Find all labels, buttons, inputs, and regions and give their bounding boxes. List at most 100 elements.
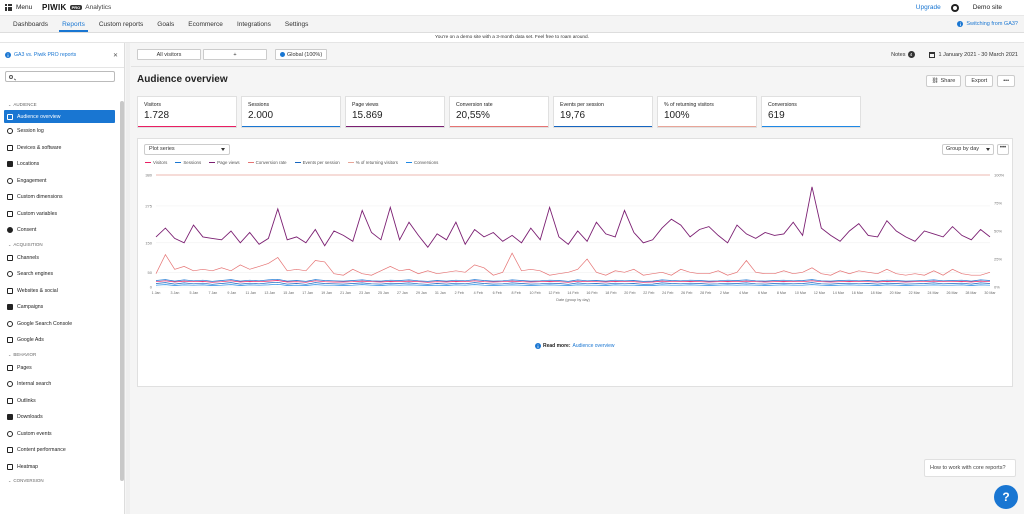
sidebar-item-label: Session log	[17, 128, 44, 135]
google-ads-icon	[7, 337, 13, 344]
series-line-page-views[interactable]	[155, 186, 991, 248]
sidebar-scrollbar[interactable]	[120, 101, 124, 481]
sidebar-item-campaigns[interactable]: Campaigns	[0, 299, 120, 316]
sidebar-item-search-engines[interactable]: Search engines	[0, 266, 120, 283]
x-tick-label: 3 Jan	[171, 291, 180, 295]
help-bubble[interactable]: How to work with core reports?	[924, 459, 1016, 477]
legend-item[interactable]: Conversion rate	[247, 160, 287, 165]
legend-item[interactable]: Page views	[209, 160, 240, 165]
metric-card--of-returning-visitors[interactable]: % of returning visitors 100%	[657, 96, 757, 128]
x-tick-label: 18 Feb	[605, 291, 616, 295]
legend-item[interactable]: Visitors	[145, 160, 167, 165]
nav-tab-goals[interactable]: Goals	[157, 20, 175, 28]
close-icon[interactable]: ✕	[112, 52, 118, 59]
legend-item[interactable]: % of returning visitors	[347, 160, 398, 165]
metric-card-page-views[interactable]: Page views 15.869	[345, 96, 445, 128]
sidebar-item-content-performance[interactable]: Content performance	[0, 442, 120, 459]
sidebar-item-internal-search[interactable]: Internal search	[0, 376, 120, 393]
sidebar-section-behavior[interactable]: ⌄ BEHAVIOR	[0, 349, 120, 360]
dimension-icon	[7, 194, 13, 201]
share-label: Share	[940, 78, 956, 84]
notes-button[interactable]: Notes 4	[891, 51, 915, 58]
sidebar-item-label: Custom variables	[17, 210, 58, 217]
sidebar-item-consent[interactable]: Consent	[0, 222, 120, 239]
info-icon: i	[957, 21, 964, 27]
legend-item[interactable]: Sessions	[175, 160, 201, 165]
metric-card-conversion-rate[interactable]: Conversion rate 20,55%	[449, 96, 549, 128]
help-button[interactable]: ?	[994, 485, 1018, 509]
sidebar-item-label: Heatmap	[17, 463, 39, 470]
switching-from-ga3-link[interactable]: i Switching from GA3?	[957, 16, 1024, 32]
sidebar-item-downloads[interactable]: Downloads	[0, 409, 120, 426]
sidebar-item-audience-overview[interactable]: Audience overview	[4, 110, 115, 123]
notes-count-badge: 4	[907, 51, 915, 58]
sidebar-item-outlinks[interactable]: Outlinks	[0, 393, 120, 410]
consent-icon	[7, 227, 13, 234]
read-more-link[interactable]: Audience overview	[572, 343, 615, 349]
nav-tab-settings[interactable]: Settings	[284, 20, 309, 28]
metric-card-events-per-session[interactable]: Events per session 19,76	[553, 96, 653, 128]
sidebar-item-label: Audience overview	[17, 113, 61, 120]
add-segment-button[interactable]: +	[203, 49, 267, 60]
sidebar-item-custom-dimensions[interactable]: Custom dimensions	[0, 189, 120, 206]
nav-tab-reports[interactable]: Reports	[55, 16, 92, 32]
sidebar-item-custom-variables[interactable]: Custom variables	[0, 206, 120, 223]
metric-card-visitors[interactable]: Visitors 1.728	[137, 96, 237, 128]
group-by-dropdown[interactable]: Group by day	[942, 144, 994, 155]
x-tick-label: 27 Jan	[397, 291, 408, 295]
upgrade-link[interactable]: Upgrade	[915, 4, 941, 11]
legend-item[interactable]: Events per session	[294, 160, 340, 165]
x-tick-label: 14 Mar	[833, 291, 845, 295]
y2-tick-label: 0%	[994, 285, 1000, 290]
sidebar-section-audience[interactable]: ⌄ AUDIENCE	[0, 99, 120, 110]
sidebar-item-google-search-console[interactable]: Google Search Console	[0, 316, 120, 333]
piwik-logo[interactable]: PIWIK PRO Analytics	[42, 3, 111, 12]
sidebar-collapse-handle[interactable]	[126, 43, 130, 514]
x-tick-label: 29 Jan	[416, 291, 427, 295]
share-button[interactable]: ⛓ Share	[925, 75, 962, 87]
sidebar-item-devices-software[interactable]: Devices & software	[0, 140, 120, 157]
nav-tab-ecommerce[interactable]: Ecommerce	[188, 20, 223, 28]
site-selector[interactable]: Demo site	[950, 3, 1002, 12]
more-options-button[interactable]: •••	[997, 75, 1015, 87]
series-line-conversions[interactable]	[155, 283, 991, 286]
main-content: Audience overview ⛓ Share Export ••• Visi…	[131, 67, 1024, 514]
sidebar-item-heatmap[interactable]: Heatmap	[0, 459, 120, 476]
menu-button[interactable]: Menu	[0, 4, 36, 11]
nav-tab-dashboards[interactable]: Dashboards	[13, 20, 49, 28]
chart-more-button[interactable]: •••	[997, 144, 1009, 155]
ga3-link-label: GA3 vs. Piwik PRO reports	[14, 52, 77, 58]
sidebar-item-locations[interactable]: Locations	[0, 156, 120, 173]
ga3-reports-link[interactable]: i GA3 vs. Piwik PRO reports ✕	[0, 43, 124, 68]
plot-series-dropdown[interactable]: Plot series	[144, 144, 230, 155]
sidebar-item-channels[interactable]: Channels	[0, 250, 120, 267]
metric-card-conversions[interactable]: Conversions 619	[761, 96, 861, 128]
x-tick-label: 22 Mar	[909, 291, 921, 295]
segment-selector[interactable]: All visitors	[137, 49, 201, 60]
sidebar-item-websites-social[interactable]: Websites & social	[0, 283, 120, 300]
x-tick-label: 10 Feb	[529, 291, 540, 295]
x-tick-label: 12 Feb	[548, 291, 559, 295]
series-line-conversion-rate[interactable]	[155, 252, 991, 276]
legend-item[interactable]: Conversions	[405, 160, 438, 165]
series-line-events-per-session[interactable]	[155, 281, 991, 285]
date-range-picker[interactable]: 1 January 2021 - 30 March 2021	[928, 51, 1018, 58]
export-button[interactable]: Export	[965, 75, 994, 87]
metric-value: 20,55%	[456, 110, 490, 121]
global-filter[interactable]: Global (100%)	[275, 49, 328, 60]
sidebar-section-acquisition[interactable]: ⌄ ACQUISITION	[0, 239, 120, 250]
sidebar-item-session-log[interactable]: Session log	[0, 123, 120, 140]
sidebar-item-google-ads[interactable]: Google Ads	[0, 332, 120, 349]
metric-card-sessions[interactable]: Sessions 2.000	[241, 96, 341, 128]
sidebar-item-engagement[interactable]: Engagement	[0, 173, 120, 190]
sidebar-section-conversion[interactable]: ⌄ CONVERSION	[0, 475, 120, 486]
series-line-visitors[interactable]	[155, 280, 991, 283]
series-line-sessions[interactable]	[155, 278, 991, 282]
sidebar-item-label: Google Search Console	[17, 320, 73, 327]
nav-tab-custom-reports[interactable]: Custom reports	[98, 20, 144, 28]
sidebar-item-pages[interactable]: Pages	[0, 360, 120, 377]
sidebar-item-custom-events[interactable]: Custom events	[0, 426, 120, 443]
legend-swatch	[209, 162, 216, 163]
sidebar-search-input[interactable]	[5, 71, 115, 82]
nav-tab-integrations[interactable]: Integrations	[236, 20, 271, 28]
